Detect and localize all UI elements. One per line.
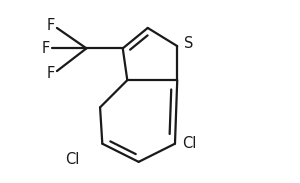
Text: Cl: Cl: [65, 152, 80, 167]
Text: F: F: [46, 66, 55, 81]
Text: Cl: Cl: [182, 136, 196, 151]
Text: F: F: [46, 18, 55, 33]
Text: S: S: [184, 36, 194, 51]
Text: F: F: [42, 41, 50, 56]
